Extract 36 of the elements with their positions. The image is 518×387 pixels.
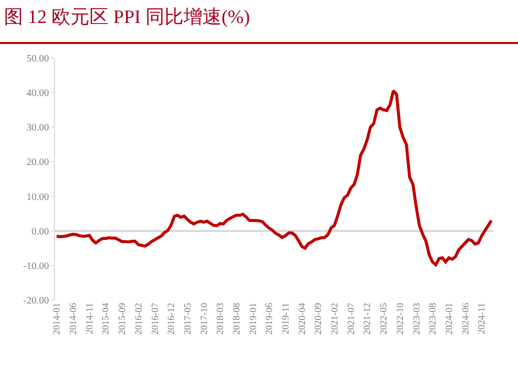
x-tick-label: 2022-05	[380, 302, 390, 335]
x-tick-label: 2017-05	[183, 302, 194, 335]
y-tick-label: 0.00	[32, 226, 49, 238]
x-tick-label: 2019-11	[282, 302, 292, 334]
x-tick-label: 2022-10	[396, 302, 406, 335]
x-tick-label: 2020-04	[298, 302, 308, 335]
x-tick-label: 2021-07	[346, 302, 357, 335]
y-tick-label: 40.00	[26, 88, 49, 100]
x-tick-label: 2023-08	[428, 302, 439, 335]
x-tick-label: 2021-02	[330, 302, 341, 335]
y-tick-label: 20.00	[26, 157, 49, 168]
y-tick-label: 10.00	[26, 192, 49, 203]
x-tick-label: 2016-07	[150, 302, 161, 335]
chart-title: 图 12 欧元区 PPI 同比增速(%)	[4, 6, 250, 30]
x-tick-label: 2018-08	[232, 302, 242, 335]
x-tick-label: 2015-09	[118, 302, 128, 335]
x-tick-label: 2024-06	[461, 302, 472, 335]
x-tick-label: 2015-04	[102, 302, 112, 335]
x-tick-label: 2019-06	[265, 302, 276, 335]
x-tick-label: 2020-09	[314, 302, 324, 335]
x-tick-label: 2024-11	[478, 302, 488, 334]
x-tick-label: 2017-10	[200, 302, 210, 335]
x-tick-label: 2023-03	[412, 302, 422, 335]
y-tick-label: 50.00	[26, 54, 49, 64]
x-tick-label: 2014-01	[52, 302, 63, 335]
x-tick-label: 2021-12	[363, 302, 374, 335]
y-tick-label: 30.00	[26, 122, 49, 134]
x-tick-label: 2016-12	[167, 302, 178, 335]
x-tick-label: 2019-01	[248, 302, 259, 335]
x-tick-label: 2014-11	[85, 302, 96, 334]
x-tick-label: 2014-06	[69, 302, 80, 335]
y-tick-label: -20.00	[23, 296, 49, 306]
x-tick-label: 2016-02	[134, 302, 144, 335]
y-tick-label: -10.00	[23, 260, 49, 272]
x-tick-label: 2024-01	[444, 302, 455, 335]
x-tick-label: 2018-03	[216, 302, 226, 335]
